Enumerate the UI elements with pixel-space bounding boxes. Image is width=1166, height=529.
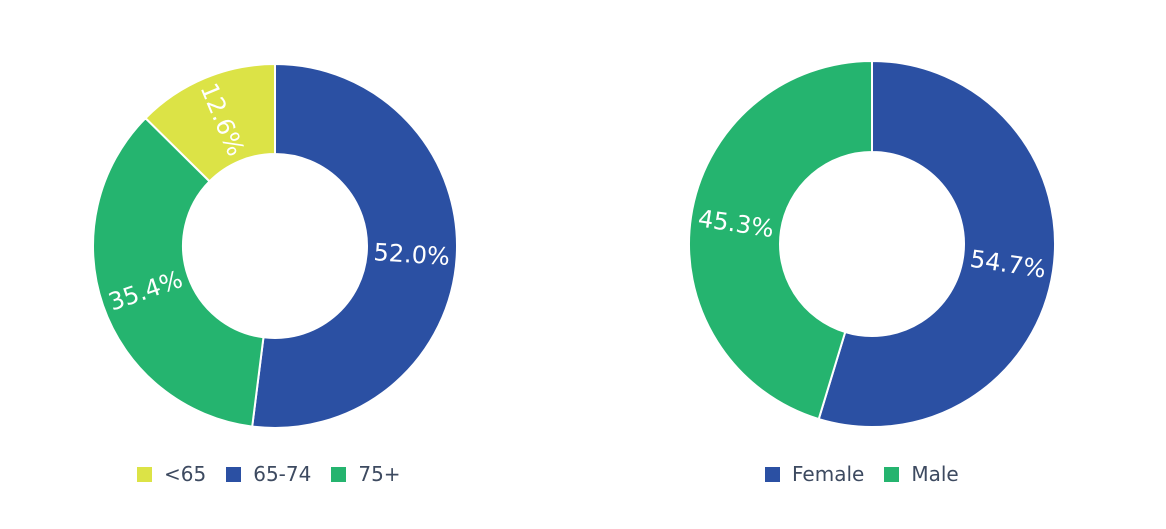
data-label: 52.0% [373,238,451,271]
slice-75+[interactable] [92,116,265,428]
legend-item[interactable]: 65-74 [226,462,311,486]
legend-label: 65-74 [253,462,312,486]
legend-swatch [884,466,900,482]
legend-sex: Female Male [765,462,959,486]
slice-65-74[interactable] [251,62,458,429]
legend-age: <65 65-74 75+ [137,462,401,486]
slice-Male[interactable] [688,59,873,421]
legend-swatch [137,466,152,482]
legend-swatch [226,466,242,482]
legend-item[interactable]: 75+ [331,462,401,486]
slice-Female[interactable] [817,59,1056,428]
legend-label: Female [792,462,865,486]
legend-swatch [331,466,347,482]
legend-label: <65 [164,462,207,486]
legend-item[interactable]: <65 [137,462,206,486]
legend-swatch [765,466,780,482]
slice-<65[interactable] [144,62,276,183]
legend-label: Male [911,462,959,486]
legend-item[interactable]: Male [884,462,959,486]
legend-label: 75+ [358,462,401,486]
legend-item[interactable]: Female [765,462,864,486]
